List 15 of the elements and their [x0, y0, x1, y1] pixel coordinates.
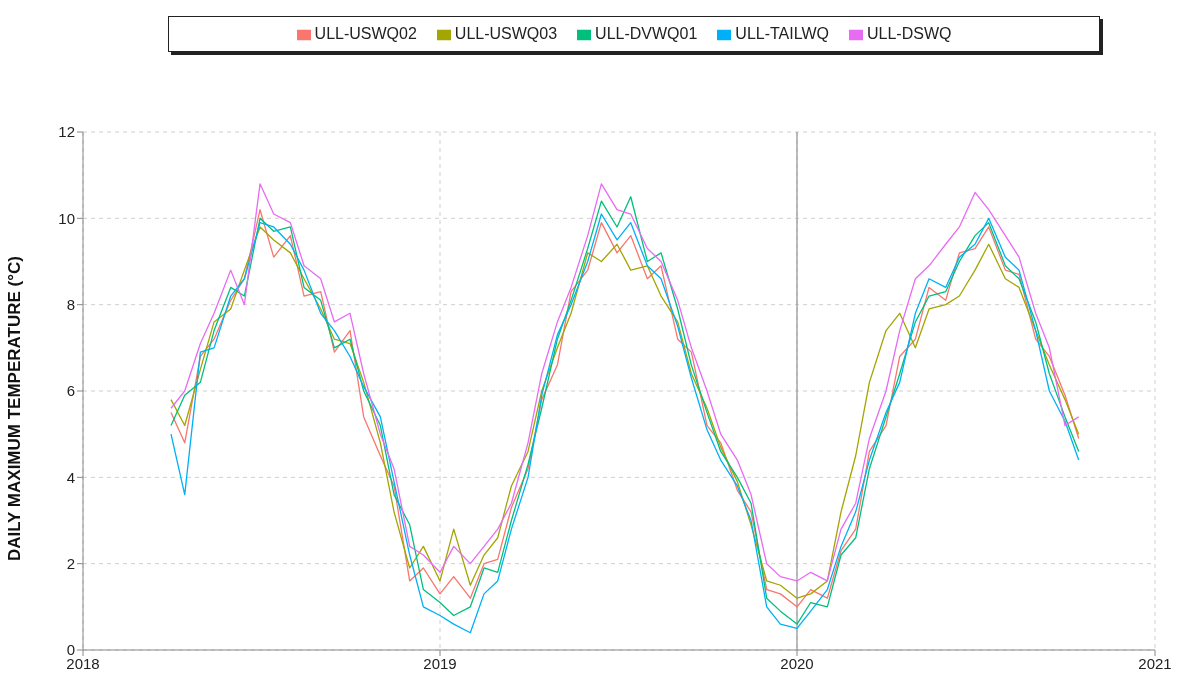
- legend-label: ULL-DVWQ01: [595, 25, 698, 42]
- legend-label: ULL-USWQ03: [454, 25, 558, 42]
- legend-label: ULL-USWQ02: [314, 25, 417, 42]
- y-tick-label: 10: [58, 209, 75, 227]
- y-tick-label: 12: [58, 123, 75, 141]
- y-axis-title: DAILY MAXIMUM TEMPERATURE (°C): [5, 256, 25, 561]
- legend-label: ULL-TAILWQ: [735, 25, 829, 42]
- y-tick-label: 2: [66, 554, 75, 572]
- x-tick-label: 2021: [1138, 654, 1172, 672]
- legend-label: ULL-DSWQ: [866, 25, 952, 42]
- y-tick-label: 4: [66, 468, 75, 486]
- y-tick-label: 8: [66, 295, 75, 313]
- y-tick-label: 6: [66, 382, 75, 400]
- x-tick-label: 2020: [780, 654, 814, 672]
- x-tick-label: 2019: [423, 654, 457, 672]
